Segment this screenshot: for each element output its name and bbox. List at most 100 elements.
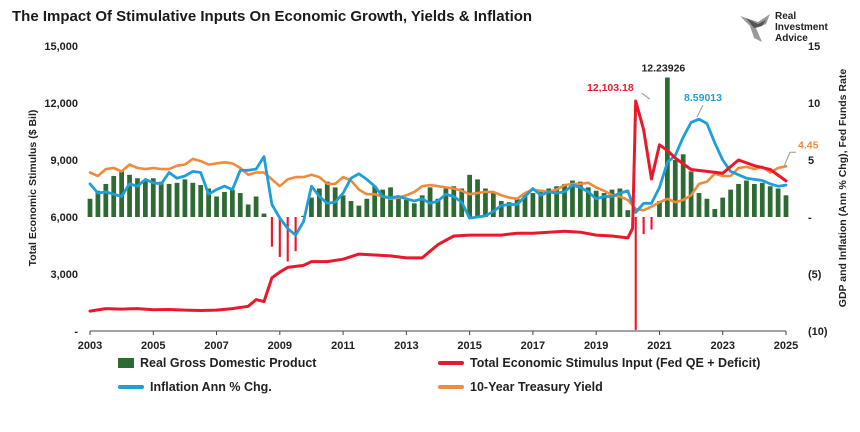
gdp-bar: [650, 217, 653, 230]
left-tick-label: 12,000: [44, 98, 78, 110]
annotations: 12,103.18 12.23926 8.59013 4.45: [587, 62, 819, 167]
gdp-bar: [103, 183, 109, 217]
legend-stimulus-label: Total Economic Stimulus Input (Fed QE + …: [470, 356, 761, 370]
x-tick-label: 2013: [394, 340, 418, 352]
right-tick-label: 5: [808, 155, 814, 167]
gdp-bar: [736, 183, 741, 217]
annotation-leader: [641, 92, 651, 100]
gdp-bar: [577, 181, 583, 217]
gdp-bar: [530, 193, 536, 217]
legend-gdp-label: Real Gross Domestic Product: [140, 356, 317, 370]
gdp-bar: [451, 186, 457, 217]
stimulus-line: [88, 99, 788, 313]
annotation-leader: [783, 151, 796, 167]
gdp-bar: [411, 203, 417, 217]
right-tick-label: 15: [808, 41, 820, 53]
gdp-bar: [253, 196, 259, 217]
logo: [736, 8, 846, 48]
gdp-bar: [278, 217, 281, 257]
gdp-bar: [396, 198, 401, 217]
gdp-bar: [657, 201, 662, 217]
x-tick-label: 2005: [141, 340, 165, 352]
gdp-bar: [712, 209, 718, 217]
gdp-bar: [570, 180, 575, 217]
legend-yield-label: 10-Year Treasury Yield: [470, 380, 603, 394]
gdp-bar: [751, 183, 757, 217]
gdp-bar: [198, 185, 204, 217]
gdp-bar: [601, 193, 607, 217]
gdp-bar: [475, 179, 480, 217]
gdp-bar: [562, 183, 567, 217]
legend-stimulus-swatch: [438, 361, 464, 365]
legend-gdp-swatch: [118, 358, 134, 368]
gdp-bar: [324, 181, 330, 217]
legend-stimulus: Total Economic Stimulus Input (Fed QE + …: [438, 356, 760, 370]
gdp-bar: [514, 198, 520, 217]
gdp-bar: [744, 180, 749, 217]
left-axis-label: Total Economic Stimulus ($ Bil): [27, 110, 39, 267]
gdp-bar: [672, 160, 678, 217]
legend-inflation-swatch: [118, 385, 144, 389]
gdp-bar: [642, 217, 645, 235]
gdp-bar: [245, 204, 251, 217]
gdp-bar: [728, 189, 734, 217]
gdp-bar: [135, 178, 140, 217]
axes: 15,000 12,000 9,000 6,000 3,000 - 15 10 5 - (5) (10…: [44, 41, 828, 352]
legend-yield-swatch: [438, 385, 464, 389]
gdp-bar: [720, 197, 726, 217]
right-tick-label: (10): [808, 326, 828, 338]
gdp-bar: [522, 194, 528, 217]
gdp-bar: [182, 179, 188, 217]
right-tick-label: (5): [808, 269, 822, 281]
gdp-bar: [150, 178, 156, 217]
gdp-bar: [546, 188, 552, 217]
gdp-bar: [229, 189, 235, 217]
left-tick-label: 15,000: [44, 41, 78, 53]
legend-inflation-label: Inflation Ann % Chg.: [150, 380, 272, 394]
x-tick-label: 2019: [584, 340, 608, 352]
series-lines: [88, 99, 788, 313]
legend-gdp: Real Gross Domestic Product: [118, 356, 316, 370]
gdp-bar: [364, 198, 370, 217]
logo-line-2: Investment: [775, 22, 828, 33]
gdp-bar: [664, 77, 670, 217]
gdp-bars: [87, 77, 789, 330]
inflation-line: [88, 117, 788, 237]
gdp-bar: [286, 217, 289, 262]
gdp-bar: [593, 190, 599, 217]
gdp-bar: [206, 188, 212, 217]
gdp-bar: [419, 195, 425, 217]
gdp-bar: [261, 213, 267, 217]
gdp-bar: [435, 198, 441, 217]
gdp-bar: [443, 188, 449, 217]
gdp-bar: [759, 182, 765, 217]
yield-line: [88, 157, 788, 212]
gdp-bar: [483, 188, 488, 217]
left-tick-label: 3,000: [50, 269, 78, 281]
gdp-bar: [634, 217, 637, 330]
x-tick-label: 2009: [268, 340, 292, 352]
logo-line-3: Advice: [775, 33, 808, 44]
gdp-bar: [270, 217, 273, 247]
chart-title: The Impact Of Stimulative Inputs On Econ…: [12, 8, 533, 25]
left-tick-label: 6,000: [50, 212, 78, 224]
annotation-leader: [696, 104, 704, 118]
gdp-bar: [174, 182, 180, 217]
gdp-bar: [309, 197, 314, 217]
right-tick-label: 10: [808, 98, 820, 110]
annotation-inflation-peak: 8.59013: [684, 92, 722, 104]
gdp-bar: [380, 189, 386, 217]
x-tick-label: 2007: [204, 340, 228, 352]
legend-yield: 10-Year Treasury Yield: [438, 380, 603, 394]
eagle-icon: [740, 14, 770, 42]
gdp-bar: [95, 190, 101, 217]
gdp-bar: [142, 180, 148, 217]
gdp-bar: [704, 198, 710, 217]
left-tick-label: -: [74, 326, 78, 338]
gdp-bar: [403, 199, 409, 217]
gdp-bar: [222, 191, 227, 217]
gdp-bar: [372, 186, 378, 217]
logo-line-1: Real: [775, 11, 797, 22]
gdp-bar: [190, 182, 196, 217]
right-tick-label: -: [808, 212, 812, 224]
